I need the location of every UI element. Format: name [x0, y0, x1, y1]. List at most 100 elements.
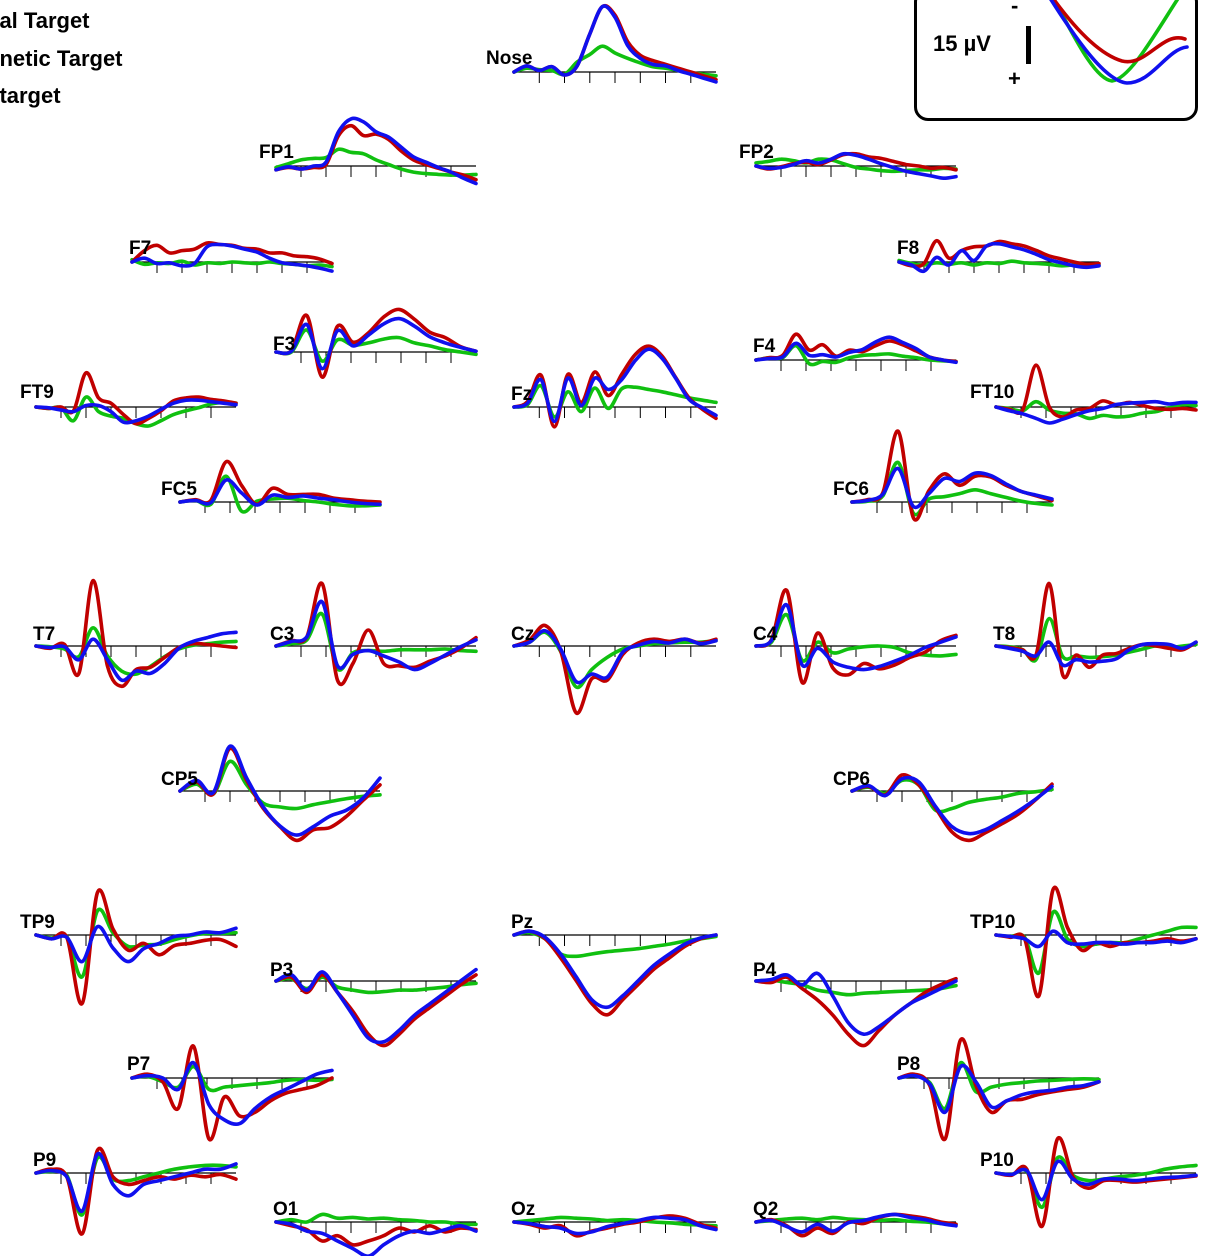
electrode-c4: C4	[753, 588, 958, 685]
electrode-label: TP9	[20, 912, 55, 933]
series-line-blue	[34, 398, 238, 425]
series-line-blue	[34, 1151, 238, 1213]
electrode-label: CP6	[833, 769, 870, 790]
series-line-blue	[850, 466, 1054, 510]
electrode-label: P3	[270, 960, 293, 981]
electrode-label: F8	[897, 238, 919, 259]
electrode-oz: Oz	[511, 1199, 718, 1238]
scale-bar	[1026, 26, 1031, 64]
electrode-label: C3	[270, 624, 294, 645]
series-line-blue	[274, 599, 478, 672]
series-line-red	[34, 888, 238, 1006]
series-line-green	[274, 1212, 478, 1227]
electrode-f3: F3	[273, 307, 478, 379]
series-line-blue	[994, 1159, 1198, 1202]
electrode-label: FT10	[970, 382, 1014, 403]
series-line-green	[512, 1215, 718, 1228]
series-line-blue	[274, 316, 478, 371]
electrode-label: F7	[129, 238, 151, 259]
electrode-label: Fz	[511, 384, 532, 405]
electrode-label: FP1	[259, 142, 294, 163]
series-line-blue	[754, 971, 958, 1037]
electrode-p4: P4	[753, 960, 958, 1048]
scale-example-waves	[1049, 0, 1189, 85]
electrode-label: P7	[127, 1054, 150, 1075]
electrode-c3: C3	[270, 581, 478, 687]
series-line-red	[994, 363, 1198, 419]
series-line-red	[274, 581, 478, 687]
electrode-label: FC6	[833, 479, 869, 500]
electrode-tp9: TP9	[20, 888, 238, 1006]
electrode-label: FC5	[161, 479, 197, 500]
electrode-label: P10	[980, 1150, 1014, 1171]
series-line-blue	[512, 628, 718, 685]
series-line-blue	[130, 242, 334, 273]
electrode-fc5: FC5	[161, 459, 382, 514]
electrode-label: P8	[897, 1054, 920, 1075]
electrode-p8: P8	[897, 1037, 1101, 1142]
series-line-blue	[512, 347, 718, 424]
electrode-label: O1	[273, 1199, 299, 1220]
series-line-blue	[34, 924, 238, 964]
electrode-label: Nose	[486, 48, 532, 69]
series-line-green	[754, 1215, 958, 1227]
electrode-fz: Fz	[511, 344, 718, 429]
electrode-pz: Pz	[511, 912, 718, 1017]
electrode-label: P4	[753, 960, 777, 981]
electrode-ft9: FT9	[20, 371, 238, 428]
scale-wave-red	[1052, 0, 1187, 64]
series-line-blue	[754, 603, 958, 672]
electrode-label: C4	[753, 624, 778, 645]
series-line-blue	[512, 1215, 718, 1236]
electrode-label: P9	[33, 1150, 56, 1171]
electrode-fc6: FC6	[833, 429, 1054, 522]
series-line-blue	[754, 151, 958, 181]
electrode-label: Pz	[511, 912, 533, 933]
series-line-blue	[130, 1061, 334, 1127]
series-line-blue	[34, 630, 238, 683]
electrode-label: F3	[273, 334, 295, 355]
scale-label: 15 µV	[933, 31, 991, 56]
series-line-red	[994, 581, 1198, 680]
series-line-green	[274, 328, 478, 363]
electrode-p3: P3	[270, 960, 478, 1048]
series-line-blue	[994, 399, 1198, 425]
electrode-label: TP10	[970, 912, 1015, 933]
series-line-blue	[512, 929, 718, 1010]
series-line-red	[178, 459, 382, 507]
series-line-blue	[512, 4, 718, 84]
legend-item-red: nal Target	[0, 8, 90, 33]
electrode-label: Cz	[511, 624, 534, 645]
series-line-red	[897, 238, 1101, 269]
electrode-p9: P9	[33, 1146, 238, 1236]
series-line-green	[754, 612, 958, 663]
series-line-blue	[897, 241, 1101, 274]
electrode-ft10: FT10	[970, 363, 1198, 425]
electrode-f4: F4	[753, 332, 958, 371]
series-line-blue	[274, 1220, 478, 1256]
series-line-blue	[994, 640, 1198, 668]
series-line-blue	[274, 967, 478, 1045]
series-line-green	[754, 978, 958, 997]
electrode-label: Oz	[511, 1199, 535, 1220]
series-line-red	[754, 588, 958, 685]
electrode-cp6: CP6	[833, 769, 1054, 843]
electrode-tp10: TP10	[970, 885, 1198, 999]
electrode-nose: Nose	[486, 3, 718, 84]
series-line-red	[274, 307, 478, 379]
legend-item-blue: onetic Target	[0, 46, 123, 71]
series-line-green	[754, 157, 958, 174]
electrode-p10: P10	[980, 1135, 1198, 1229]
scale-pos-sign: +	[1008, 66, 1021, 91]
electrode-f8: F8	[897, 238, 1101, 274]
series-line-blue	[754, 335, 958, 365]
series-line-green	[34, 1155, 238, 1217]
electrode-label: CP5	[161, 769, 198, 790]
scale-neg-sign: -	[1011, 0, 1019, 18]
series-line-blue	[850, 775, 1054, 836]
scale-wave-blue	[1049, 0, 1189, 85]
electrode-label: Q2	[753, 1199, 778, 1220]
electrode-label: T8	[993, 624, 1015, 645]
electrode-cp5: CP5	[161, 744, 382, 843]
